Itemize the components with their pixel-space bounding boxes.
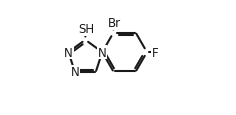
Text: F: F	[152, 46, 158, 59]
Text: N: N	[98, 46, 107, 59]
Text: N: N	[64, 46, 73, 59]
Text: Br: Br	[107, 17, 121, 30]
Text: SH: SH	[78, 23, 94, 36]
Text: N: N	[71, 66, 79, 79]
